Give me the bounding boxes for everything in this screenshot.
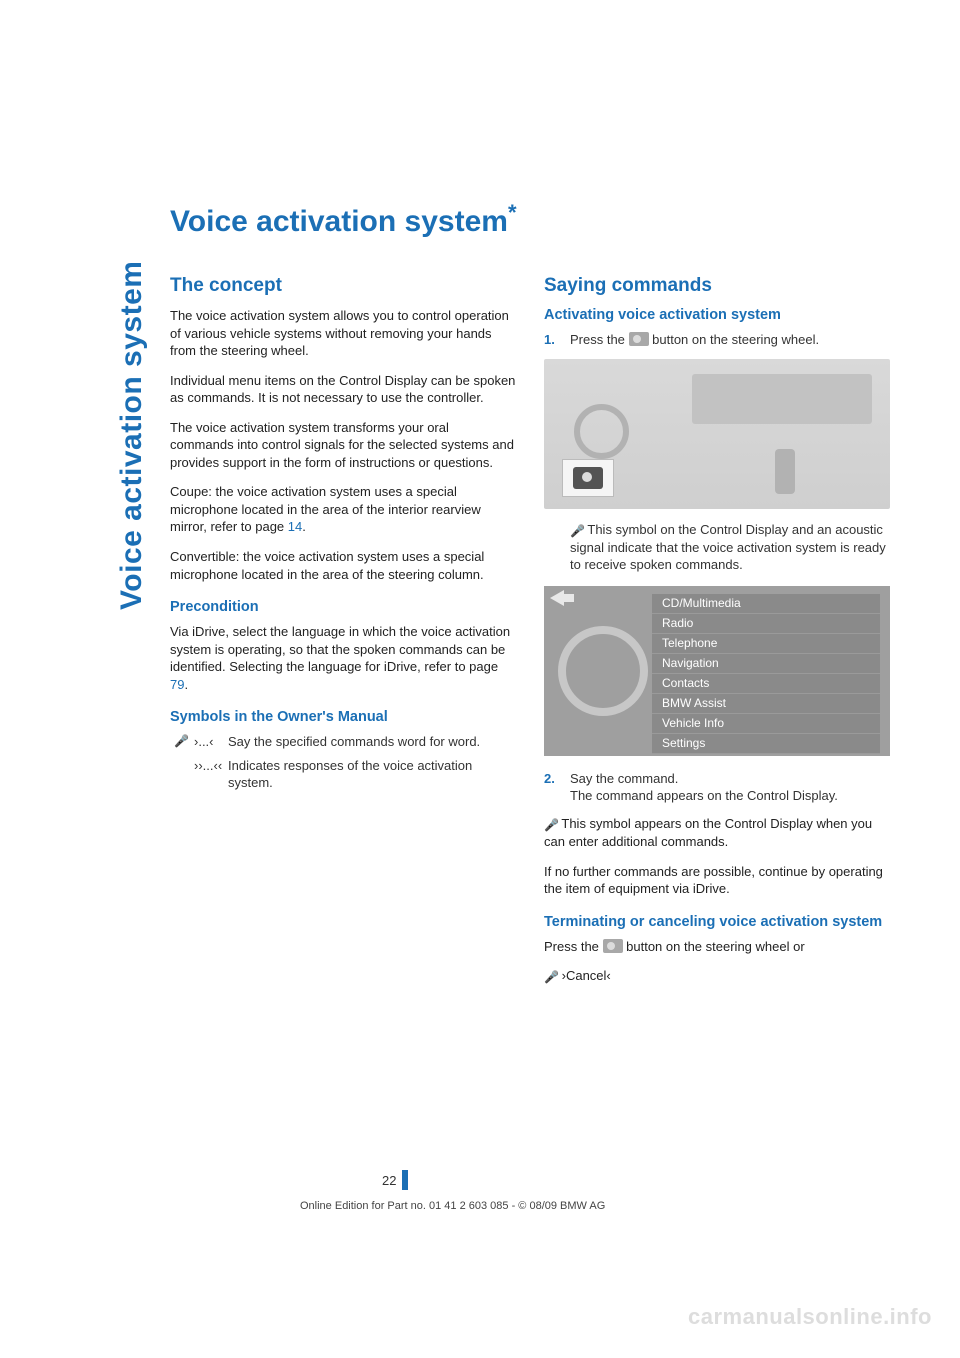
paragraph: If no further commands are possible, con…	[544, 863, 890, 898]
arrow-icon	[548, 588, 576, 608]
symbol-row: 🎤 ›...‹ Say the specified commands word …	[170, 733, 516, 751]
menu-row: Contacts	[652, 674, 880, 694]
heading-saying-commands: Saying commands	[544, 275, 890, 297]
paragraph: Individual menu items on the Control Dis…	[170, 372, 516, 407]
watermark: carmanualsonline.info	[688, 1304, 932, 1330]
heading-concept: The concept	[170, 275, 516, 297]
voice-button-icon	[603, 939, 623, 953]
page-ref-link[interactable]: 14	[288, 519, 302, 534]
paragraph: Convertible: the voice activation system…	[170, 548, 516, 583]
idrive-wheel-shape	[558, 626, 648, 716]
indented-paragraph: 🎤 This symbol on the Control Display and…	[544, 521, 890, 574]
symbol-marker: ››...‹‹	[194, 757, 228, 792]
text: This symbol on the Control Display and a…	[570, 522, 886, 573]
mic-icon: 🎤	[570, 523, 584, 539]
command-text: ›Cancel‹	[562, 968, 611, 983]
heading-precondition: Precondition	[170, 599, 516, 615]
menu-row: Radio	[652, 614, 880, 634]
paragraph: 🎤 This symbol appears on the Control Dis…	[544, 815, 890, 851]
right-column: Saying commands Activating voice activat…	[544, 275, 890, 997]
mic-icon: 🎤	[544, 817, 558, 833]
left-column: The concept The voice activation system …	[170, 275, 516, 997]
symbol-description: Indicates responses of the voice activat…	[228, 757, 516, 792]
gear-lever-shape	[775, 449, 795, 494]
cancel-command: 🎤 ›Cancel‹	[544, 967, 890, 985]
page-content: Voice activation system* The concept The…	[170, 200, 890, 997]
text: Press the	[544, 939, 603, 954]
steering-wheel-shape	[574, 404, 629, 459]
menu-row: Vehicle Info	[652, 714, 880, 734]
step-number: 1.	[544, 331, 555, 349]
blank-icon	[174, 757, 194, 792]
page-title-text: Voice activation system	[170, 205, 508, 238]
menu-list: CD/Multimedia Radio Telephone Navigation…	[652, 594, 880, 748]
heading-symbols: Symbols in the Owner's Manual	[170, 709, 516, 725]
text: .	[184, 677, 188, 692]
step-text: Say the command.	[570, 771, 678, 786]
text: Coupe: the voice activation system uses …	[170, 484, 481, 534]
menu-row: CD/Multimedia	[652, 594, 880, 614]
page-number-accent	[402, 1170, 408, 1190]
text: This symbol appears on the Control Displ…	[544, 816, 872, 849]
menu-row: Settings	[652, 734, 880, 754]
footer-text: Online Edition for Part no. 01 41 2 603 …	[300, 1200, 605, 1212]
step-text: button on the steering wheel.	[649, 332, 820, 347]
voice-button-icon	[629, 332, 649, 346]
paragraph: Press the button on the steering wheel o…	[544, 938, 890, 956]
mic-icon: 🎤	[544, 969, 558, 985]
page-number: 22	[382, 1173, 396, 1188]
paragraph: The voice activation system allows you t…	[170, 307, 516, 360]
symbol-description: Say the specified commands word for word…	[228, 733, 516, 751]
menu-illustration: CD/Multimedia Radio Telephone Navigation…	[544, 586, 890, 756]
text: Via iDrive, select the language in which…	[170, 624, 510, 674]
heading-terminating: Terminating or canceling voice activatio…	[544, 914, 890, 930]
paragraph: The voice activation system transforms y…	[170, 419, 516, 472]
step-number: 2.	[544, 770, 555, 788]
step-item: 1. Press the button on the steering whee…	[544, 331, 890, 349]
page-title-asterisk: *	[508, 200, 517, 225]
symbol-row: ››...‹‹ Indicates responses of the voice…	[170, 757, 516, 792]
heading-activating: Activating voice activation system	[544, 307, 890, 323]
text: button on the steering wheel or	[623, 939, 805, 954]
mic-icon: 🎤	[174, 733, 194, 751]
step-item: 2. Say the command. The command appears …	[544, 770, 890, 805]
menu-row: Navigation	[652, 654, 880, 674]
step-text: Press the	[570, 332, 629, 347]
console-shape	[692, 374, 872, 424]
dashboard-illustration	[544, 359, 890, 509]
menu-row: Telephone	[652, 634, 880, 654]
sidebar-section-label: Voice activation system	[115, 261, 149, 610]
text: .	[302, 519, 306, 534]
symbol-marker: ›...‹	[194, 733, 228, 751]
step-text: The command appears on the Control Displ…	[570, 788, 838, 803]
paragraph: Via iDrive, select the language in which…	[170, 623, 516, 693]
button-callout	[562, 459, 614, 497]
menu-row: BMW Assist	[652, 694, 880, 714]
paragraph: Coupe: the voice activation system uses …	[170, 483, 516, 536]
page-ref-link[interactable]: 79	[170, 677, 184, 692]
page-title: Voice activation system*	[170, 200, 890, 239]
